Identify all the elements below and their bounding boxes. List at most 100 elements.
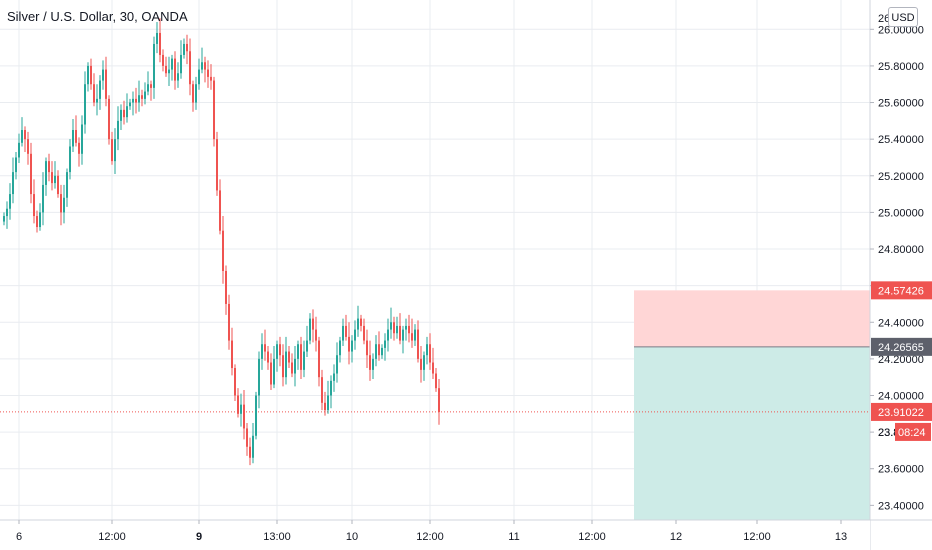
current-price-badge — [871, 402, 932, 421]
candle-body — [102, 69, 104, 81]
candle-body — [48, 161, 50, 173]
y-tick-label: 25.40000 — [878, 134, 924, 146]
candle-body — [192, 84, 194, 103]
candle-body — [369, 355, 371, 370]
candle-body — [420, 358, 422, 370]
candle-body — [381, 347, 383, 356]
candle-body — [39, 212, 41, 228]
stop-price-badge — [871, 281, 932, 300]
candle-body — [198, 69, 200, 85]
y-tick-label: 25.80000 — [878, 61, 924, 73]
chart-title: Silver / U.S. Dollar, 30, OANDA — [7, 9, 188, 24]
candle-body — [180, 54, 182, 74]
candle-body — [216, 139, 218, 191]
candle-body — [105, 69, 107, 99]
candle-body — [168, 69, 170, 74]
candle-body — [201, 62, 203, 70]
candle-body — [159, 32, 161, 55]
currency-button[interactable]: USD — [888, 7, 918, 27]
time-axis — [0, 520, 870, 550]
candle-body — [99, 80, 101, 99]
candle-body — [210, 76, 212, 81]
candle-body — [225, 270, 227, 304]
candle-body — [249, 446, 251, 458]
candle-body — [324, 402, 326, 411]
candle-body — [438, 388, 440, 412]
stop-loss-zone — [634, 290, 870, 347]
candle-body — [222, 230, 224, 271]
candle-body — [285, 351, 287, 378]
candle-body — [315, 329, 317, 341]
x-tick-label: 12:00 — [98, 531, 126, 543]
entry-price-label: 24.26565 — [878, 342, 924, 354]
candle-body — [186, 43, 188, 52]
candle-body — [303, 351, 305, 370]
x-tick-label: 12:00 — [416, 531, 444, 543]
candle-body — [57, 175, 59, 195]
candle-body — [309, 318, 311, 341]
candle-body — [264, 344, 266, 352]
y-tick-label: 23.40000 — [878, 500, 924, 512]
x-tick-label: 12:00 — [578, 531, 606, 543]
candle-body — [288, 351, 290, 363]
candle-body — [276, 344, 278, 359]
candle-body — [432, 362, 434, 374]
candle-body — [255, 395, 257, 436]
candle-body — [132, 98, 134, 103]
candle-body — [141, 95, 143, 99]
candle-body — [111, 139, 113, 162]
candle-body — [348, 336, 350, 352]
candle-body — [252, 435, 254, 458]
candle-body — [234, 368, 236, 396]
y-tick-label: 24.40000 — [878, 317, 924, 329]
candle-body — [138, 95, 140, 103]
y-tick-label: 24.00000 — [878, 390, 924, 402]
countdown-label: 08:24 — [898, 427, 926, 439]
candle-body — [156, 32, 158, 44]
countdown-badge — [895, 422, 931, 441]
candle-body — [336, 355, 338, 374]
x-tick-label: 13:00 — [263, 531, 291, 543]
candle-body — [6, 208, 8, 217]
candle-body — [117, 120, 119, 140]
candle-body — [213, 80, 215, 140]
candle-body — [294, 358, 296, 374]
candle-body — [423, 355, 425, 370]
candle-body — [63, 197, 65, 213]
candle-body — [78, 142, 80, 154]
candle-body — [273, 358, 275, 385]
candle-body — [270, 362, 272, 385]
candle-body — [333, 373, 335, 381]
candle-body — [174, 58, 176, 81]
candle-body — [405, 325, 407, 330]
candle-body — [387, 329, 389, 341]
candle-body — [126, 106, 128, 118]
candle-body — [411, 333, 413, 341]
candle-body — [366, 340, 368, 356]
candle-body — [435, 373, 437, 389]
candle-body — [414, 329, 416, 341]
candle-body — [93, 84, 95, 103]
candle-body — [318, 340, 320, 378]
candle-body — [261, 344, 263, 359]
candle-body — [330, 380, 332, 396]
candle-body — [9, 194, 11, 209]
candle-body — [402, 329, 404, 341]
candle-body — [321, 377, 323, 403]
candle-body — [120, 109, 122, 121]
candle-body — [165, 65, 167, 74]
candle-body — [51, 172, 53, 184]
candle-body — [183, 43, 185, 55]
candle-body — [384, 340, 386, 348]
candle-body — [243, 404, 245, 429]
candle-body — [228, 303, 230, 341]
candle-body — [177, 73, 179, 81]
candle-body — [417, 329, 419, 359]
take-profit-zone — [634, 346, 870, 520]
candle-body — [240, 404, 242, 414]
x-tick-label: 13 — [835, 531, 847, 543]
x-tick-label: 6 — [16, 531, 22, 543]
candle-body — [36, 216, 38, 228]
candle-body — [291, 362, 293, 374]
